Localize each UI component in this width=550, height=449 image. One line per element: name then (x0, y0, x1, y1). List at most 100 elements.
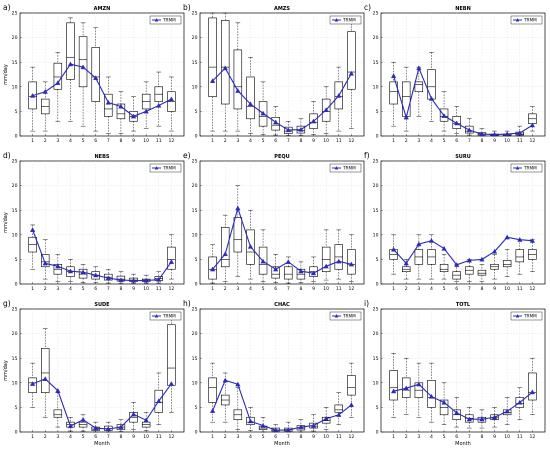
y-tick-label: 0 (15, 134, 18, 140)
x-tick-label: 12 (348, 286, 354, 292)
trmm-point (454, 410, 460, 415)
trmm-point (118, 277, 124, 283)
trmm-point (428, 237, 435, 243)
x-tick-label: 5 (262, 434, 265, 440)
y-tick-label: 0 (195, 134, 198, 140)
x-tick-label: 3 (56, 138, 59, 144)
box-iqr (389, 370, 398, 401)
x-tick-label: 4 (430, 286, 433, 292)
y-tick-label: 25 (12, 11, 18, 17)
trmm-point (298, 424, 304, 430)
box-month-3 (53, 392, 63, 428)
x-tick-label: 11 (336, 286, 342, 292)
trmm-line (212, 379, 352, 431)
y-tick-label: 25 (192, 159, 198, 165)
box-iqr (284, 266, 293, 280)
y-tick-label: 0 (15, 430, 18, 436)
y-tick-label: 25 (192, 307, 198, 313)
box-month-1 (389, 353, 398, 418)
x-tick-label: 7 (107, 434, 110, 440)
trmm-point (29, 92, 36, 98)
trmm-point (479, 256, 485, 262)
y-tick-label: 25 (192, 11, 198, 17)
x-tick-label: 2 (405, 434, 408, 440)
y-tick-label: 10 (192, 84, 198, 90)
box-month-8 (296, 261, 306, 283)
trmm-point (491, 248, 498, 254)
x-tick-label: 3 (417, 286, 420, 292)
trmm-point (336, 258, 342, 264)
x-tick-label: 9 (132, 286, 135, 292)
trmm-line (393, 66, 533, 136)
x-tick-label: 7 (287, 286, 290, 292)
y-tick-label: 20 (192, 331, 198, 337)
trmm-point (504, 234, 510, 240)
trmm-point (504, 131, 510, 137)
x-tick-label: 5 (262, 286, 265, 292)
trmm-point (209, 78, 216, 83)
trmm-point (80, 269, 86, 275)
x-tick-label: 12 (168, 434, 174, 440)
y-tick-label: 20 (12, 183, 18, 189)
box-month-2 (221, 12, 230, 132)
trmm-point (209, 266, 216, 272)
box-month-2 (221, 372, 230, 423)
x-tick-label: 1 (31, 138, 34, 144)
box-month-4 (427, 234, 436, 280)
x-tick-label: 9 (493, 286, 496, 292)
x-tick-label: 12 (529, 286, 535, 292)
panel-label: g) (3, 299, 11, 308)
trmm-point (403, 385, 409, 391)
x-tick-label: 4 (430, 138, 433, 144)
trmm-point (156, 102, 162, 108)
x-tick-label: 1 (392, 286, 395, 292)
legend-label: TRMM (342, 18, 356, 23)
trmm-point (222, 377, 228, 383)
legend: TRMM (329, 15, 362, 25)
x-tick-label: 5 (82, 138, 85, 144)
y-tick-label: 0 (376, 134, 379, 140)
trmm-point (273, 119, 279, 125)
trmm-point (130, 411, 137, 417)
x-tick-label: 10 (143, 138, 149, 144)
trmm-point (168, 259, 175, 264)
panel-title: CHAC (274, 302, 290, 308)
legend-label: TRMM (342, 166, 356, 171)
y-tick-label: 15 (373, 356, 379, 362)
y-tick-label: 0 (195, 430, 198, 436)
trmm-point (260, 258, 266, 264)
trmm-point (529, 237, 536, 243)
x-tick-label: 11 (517, 434, 523, 440)
trmm-point (390, 73, 397, 79)
panel-label: a) (3, 3, 11, 12)
x-tick-label: 1 (392, 138, 395, 144)
box-iqr (78, 36, 88, 88)
y-tick-label: 15 (373, 208, 379, 214)
trmm-point (298, 126, 304, 132)
trmm-point (105, 99, 111, 105)
trmm-line (393, 383, 533, 420)
box-iqr (477, 269, 487, 276)
trmm-point (491, 414, 498, 420)
y-tick-label: 15 (12, 208, 18, 214)
trmm-point (390, 246, 397, 252)
trmm-point (42, 89, 48, 94)
box-iqr (53, 409, 63, 418)
x-tick-label: 11 (156, 434, 162, 440)
x-tick-label: 2 (224, 138, 227, 144)
trmm-point (348, 402, 355, 407)
trmm-point (310, 422, 317, 428)
panel-title: NEBN (455, 6, 471, 12)
x-tick-label: 10 (323, 286, 329, 292)
trmm-point (454, 262, 460, 267)
box-iqr (528, 372, 537, 401)
x-tick-label: 6 (274, 286, 277, 292)
x-tick-label: 9 (493, 138, 496, 144)
plot-area (380, 308, 546, 433)
x-tick-label: 4 (249, 286, 252, 292)
panel-title: AMZN (94, 6, 111, 12)
box-month-7 (104, 76, 113, 134)
